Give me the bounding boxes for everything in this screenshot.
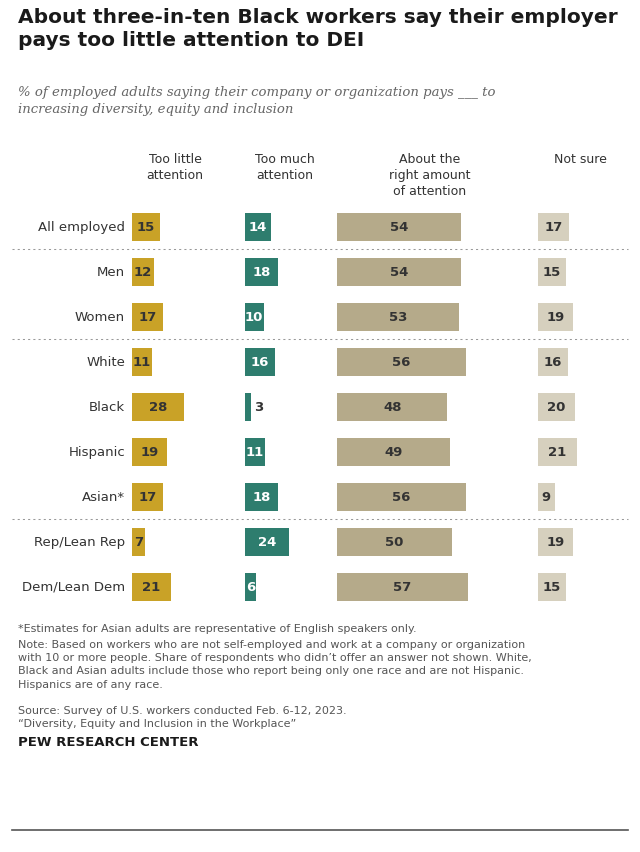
- Bar: [538, 303, 573, 331]
- Bar: [132, 528, 145, 556]
- Text: 57: 57: [394, 580, 412, 593]
- Text: *Estimates for Asian adults are representative of English speakers only.: *Estimates for Asian adults are represen…: [18, 624, 417, 633]
- Bar: [245, 393, 250, 421]
- Text: 6: 6: [246, 580, 255, 593]
- Bar: [245, 483, 278, 511]
- Bar: [245, 438, 266, 466]
- Text: Asian*: Asian*: [82, 491, 125, 504]
- Text: Dem/Lean Dem: Dem/Lean Dem: [22, 580, 125, 593]
- Bar: [538, 438, 577, 466]
- Text: 15: 15: [543, 580, 561, 593]
- Bar: [337, 438, 450, 466]
- Bar: [245, 213, 271, 241]
- Text: 56: 56: [392, 491, 411, 504]
- Text: 18: 18: [252, 266, 271, 279]
- Text: 11: 11: [246, 446, 264, 458]
- Bar: [245, 258, 278, 286]
- Text: About three-in-ten Black workers say their employer
pays too little attention to: About three-in-ten Black workers say the…: [18, 8, 618, 49]
- Text: 21: 21: [142, 580, 161, 593]
- Text: Rep/Lean Rep: Rep/Lean Rep: [34, 535, 125, 549]
- Text: 3: 3: [255, 400, 264, 413]
- Text: White: White: [86, 355, 125, 369]
- Bar: [538, 483, 555, 511]
- Text: 16: 16: [251, 355, 269, 369]
- Text: Not sure: Not sure: [554, 153, 607, 166]
- Bar: [132, 213, 160, 241]
- Text: 12: 12: [134, 266, 152, 279]
- Bar: [132, 348, 152, 376]
- Text: PEW RESEARCH CENTER: PEW RESEARCH CENTER: [18, 735, 198, 748]
- Bar: [245, 348, 275, 376]
- Bar: [538, 528, 573, 556]
- Bar: [132, 258, 154, 286]
- Bar: [337, 348, 466, 376]
- Text: 17: 17: [139, 311, 157, 324]
- Bar: [538, 213, 570, 241]
- Text: Note: Based on workers who are not self-employed and work at a company or organi: Note: Based on workers who are not self-…: [18, 639, 532, 688]
- Text: 19: 19: [547, 535, 564, 549]
- Text: 14: 14: [249, 221, 267, 233]
- Bar: [538, 573, 566, 601]
- Text: 21: 21: [548, 446, 566, 458]
- Text: 16: 16: [543, 355, 562, 369]
- Text: Black: Black: [89, 400, 125, 413]
- Text: Too little
attention: Too little attention: [147, 153, 204, 181]
- Text: 10: 10: [245, 311, 264, 324]
- Text: 17: 17: [139, 491, 157, 504]
- Bar: [337, 483, 466, 511]
- Text: 18: 18: [252, 491, 271, 504]
- Text: 28: 28: [148, 400, 167, 413]
- Text: 11: 11: [133, 355, 151, 369]
- Text: Source: Survey of U.S. workers conducted Feb. 6-12, 2023.
“Diversity, Equity and: Source: Survey of U.S. workers conducted…: [18, 705, 347, 728]
- Text: 20: 20: [547, 400, 566, 413]
- Text: 53: 53: [388, 311, 407, 324]
- Bar: [132, 438, 167, 466]
- Bar: [132, 573, 171, 601]
- Bar: [245, 528, 289, 556]
- Bar: [245, 303, 264, 331]
- Bar: [538, 258, 566, 286]
- Bar: [337, 393, 447, 421]
- Text: 7: 7: [134, 535, 143, 549]
- Text: 54: 54: [390, 221, 408, 233]
- Text: 50: 50: [385, 535, 404, 549]
- Text: 19: 19: [547, 311, 564, 324]
- Text: 15: 15: [543, 266, 561, 279]
- Bar: [132, 483, 163, 511]
- Text: 15: 15: [137, 221, 155, 233]
- Text: All employed: All employed: [38, 221, 125, 233]
- Bar: [337, 258, 461, 286]
- Bar: [337, 528, 452, 556]
- Bar: [337, 573, 468, 601]
- Bar: [132, 393, 184, 421]
- Text: 56: 56: [392, 355, 411, 369]
- Text: 54: 54: [390, 266, 408, 279]
- Text: 49: 49: [384, 446, 403, 458]
- Text: 9: 9: [542, 491, 551, 504]
- Text: % of employed adults saying their company or organization pays ___ to
increasing: % of employed adults saying their compan…: [18, 86, 495, 115]
- Bar: [337, 213, 461, 241]
- Text: Women: Women: [75, 311, 125, 324]
- Bar: [132, 303, 163, 331]
- Bar: [245, 573, 256, 601]
- Bar: [337, 303, 459, 331]
- Text: 48: 48: [383, 400, 401, 413]
- Text: Hispanic: Hispanic: [68, 446, 125, 458]
- Text: 24: 24: [258, 535, 276, 549]
- Text: Too much
attention: Too much attention: [255, 153, 315, 181]
- Bar: [538, 348, 568, 376]
- Bar: [538, 393, 575, 421]
- Text: Men: Men: [97, 266, 125, 279]
- Text: 17: 17: [545, 221, 563, 233]
- Text: 19: 19: [140, 446, 159, 458]
- Text: About the
right amount
of attention: About the right amount of attention: [389, 153, 471, 198]
